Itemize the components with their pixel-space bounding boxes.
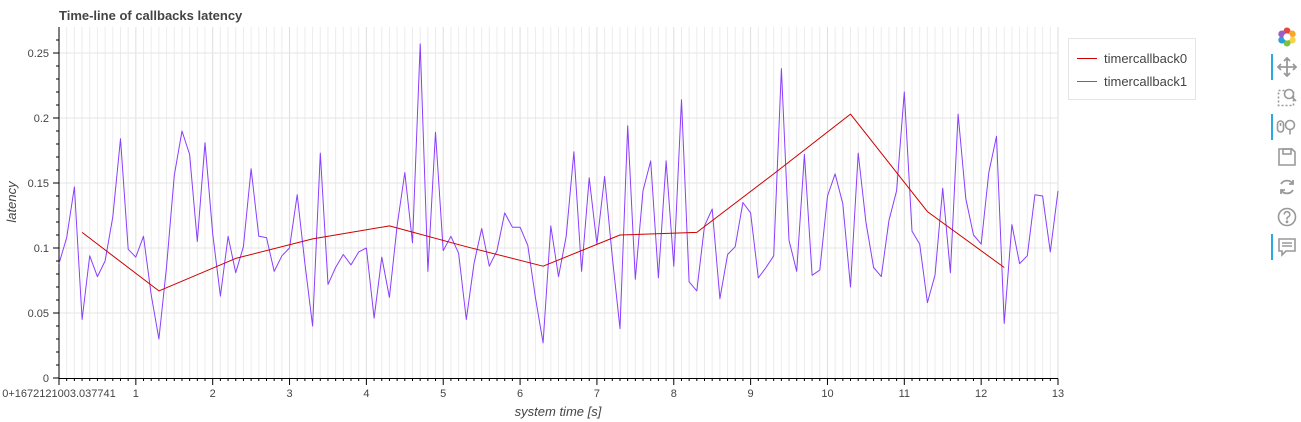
x-tick-label: 13 — [1052, 388, 1064, 400]
legend-swatch — [1077, 57, 1097, 59]
y-tick-label: 0.05 — [28, 308, 49, 320]
legend-item-timercallback0[interactable]: timercallback0 — [1077, 50, 1187, 66]
save-icon[interactable] — [1274, 144, 1300, 170]
box-zoom-icon[interactable] — [1274, 84, 1300, 110]
x-tick-label: 1 — [133, 388, 139, 400]
y-tick-label: 0 — [43, 373, 49, 385]
x-axis-label: system time [s] — [515, 404, 602, 419]
series-line-timercallback1[interactable] — [58, 43, 1059, 344]
bokeh-logo-icon[interactable] — [1274, 24, 1300, 50]
x-tick-label: 12 — [975, 388, 987, 400]
x-tick-label: 2 — [210, 388, 216, 400]
hover-icon[interactable] — [1271, 234, 1300, 260]
x-tick-label: 8 — [671, 388, 677, 400]
x-origin-label: 0+1672121003.037741 — [2, 388, 115, 400]
x-tick-label: 4 — [363, 388, 369, 400]
help-icon[interactable] — [1274, 204, 1300, 230]
y-tick-label: 0.25 — [28, 48, 49, 60]
legend-item-timercallback1[interactable]: timercallback1 — [1077, 73, 1187, 89]
x-tick-label: 7 — [594, 388, 600, 400]
x-tick-label: 6 — [517, 388, 523, 400]
grid — [59, 27, 1059, 378]
legend-label: timercallback1 — [1104, 73, 1188, 89]
wheel-zoom-icon[interactable] — [1271, 114, 1300, 140]
x-tick-label: 5 — [440, 388, 446, 400]
legend[interactable]: timercallback0 timercallback1 — [1068, 38, 1196, 100]
legend-label: timercallback0 — [1104, 50, 1188, 66]
legend-swatch — [1077, 80, 1097, 82]
series-layer — [58, 43, 1059, 344]
series-line-timercallback0[interactable] — [81, 113, 1005, 292]
axes: 0+1672121003.037741 1 2 3 4 5 6 7 8 9 10 11 12 1300.0… — [2, 27, 1064, 400]
x-tick-label: 3 — [286, 388, 292, 400]
y-tick-label: 0.15 — [28, 178, 49, 190]
reset-icon[interactable] — [1274, 174, 1300, 200]
y-tick-label: 0.1 — [34, 243, 49, 255]
x-tick-label: 10 — [821, 388, 833, 400]
chart-title: Time-line of callbacks latency — [59, 8, 243, 23]
y-tick-label: 0.2 — [34, 113, 49, 125]
x-tick-label: 9 — [748, 388, 754, 400]
x-tick-label: 11 — [899, 388, 910, 400]
y-axis-label: latency — [4, 180, 19, 223]
pan-icon[interactable] — [1271, 54, 1300, 80]
